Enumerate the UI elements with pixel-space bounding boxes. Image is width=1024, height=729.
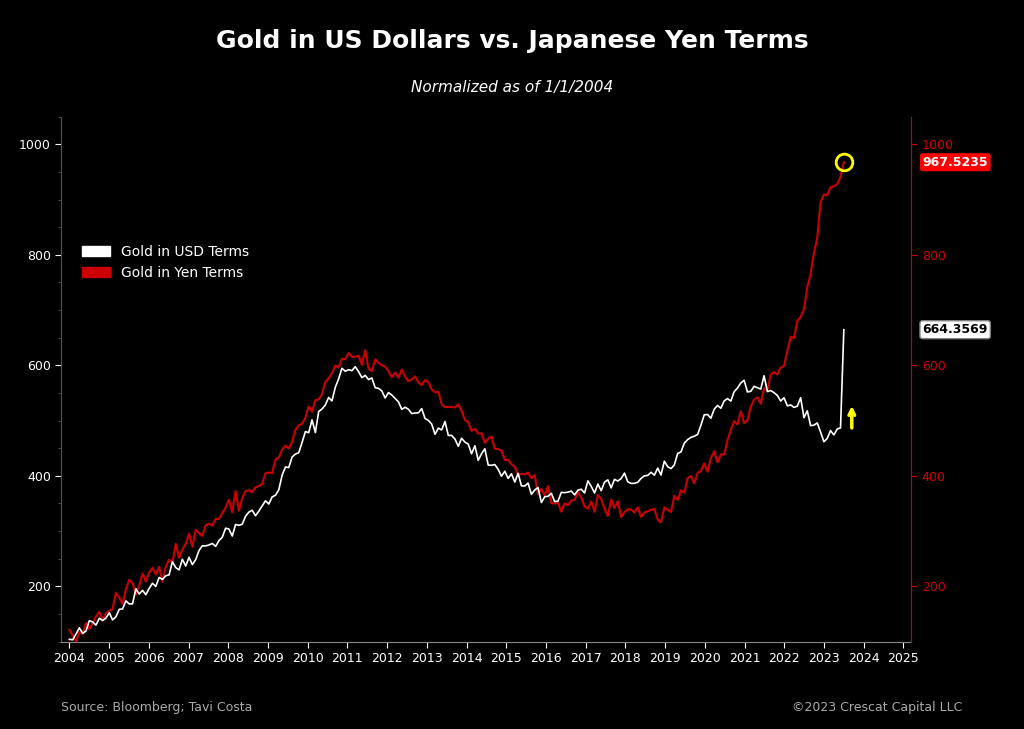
Text: Normalized as of 1/1/2004: Normalized as of 1/1/2004 [411,80,613,95]
Text: 967.5235: 967.5235 [923,156,988,168]
Text: ©2023 Crescat Capital LLC: ©2023 Crescat Capital LLC [793,701,963,714]
Text: 664.3569: 664.3569 [923,323,988,336]
Legend: Gold in USD Terms, Gold in Yen Terms: Gold in USD Terms, Gold in Yen Terms [77,239,255,285]
Text: Gold in US Dollars vs. Japanese Yen Terms: Gold in US Dollars vs. Japanese Yen Term… [216,29,808,53]
Text: Source: Bloomberg; Tavi Costa: Source: Bloomberg; Tavi Costa [61,701,253,714]
